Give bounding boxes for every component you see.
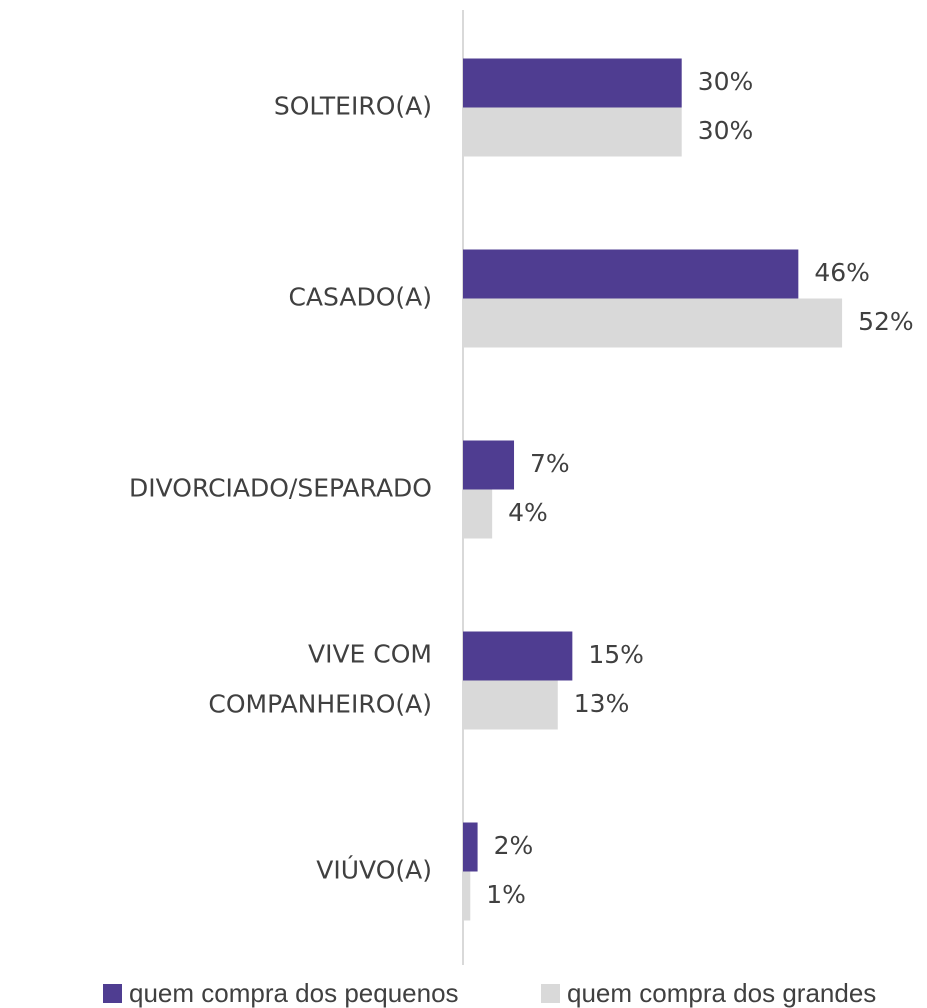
data-label: 30%: [698, 67, 754, 96]
bar: [463, 631, 573, 681]
data-label: 46%: [814, 258, 870, 287]
bar: [463, 107, 682, 157]
y-tick-label: CASADO(A): [288, 283, 432, 312]
y-tick-label: SOLTEIRO(A): [274, 92, 432, 121]
bar: [463, 440, 515, 490]
y-tick-label: VIÚVO(A): [316, 855, 432, 885]
data-label: 7%: [530, 449, 570, 478]
bar: [463, 58, 682, 108]
legend-label: quem compra dos pequenos: [129, 978, 459, 1008]
bar: [463, 249, 799, 299]
data-label: 15%: [588, 640, 644, 669]
bar: [463, 489, 493, 539]
legend-label: quem compra dos grandes: [567, 978, 876, 1008]
y-tick-label: DIVORCIADO/SEPARADO: [129, 474, 432, 503]
data-label: 1%: [486, 880, 526, 909]
y-tick-label: VIVE COM COMPANHEIRO(A): [208, 640, 432, 719]
label-line: COMPANHEIRO(A): [208, 690, 432, 719]
label-line: VIVE COM: [308, 640, 432, 669]
bar: [463, 680, 558, 730]
data-label: 4%: [508, 498, 548, 527]
data-label: 13%: [574, 689, 630, 718]
legend-swatch: [541, 984, 560, 1003]
legend-swatch: [103, 984, 122, 1003]
data-label: 2%: [494, 831, 534, 860]
bar: [463, 298, 843, 348]
data-label: 52%: [858, 307, 914, 336]
bar: [463, 822, 478, 872]
data-label: 30%: [698, 116, 754, 145]
bar: [463, 871, 471, 921]
